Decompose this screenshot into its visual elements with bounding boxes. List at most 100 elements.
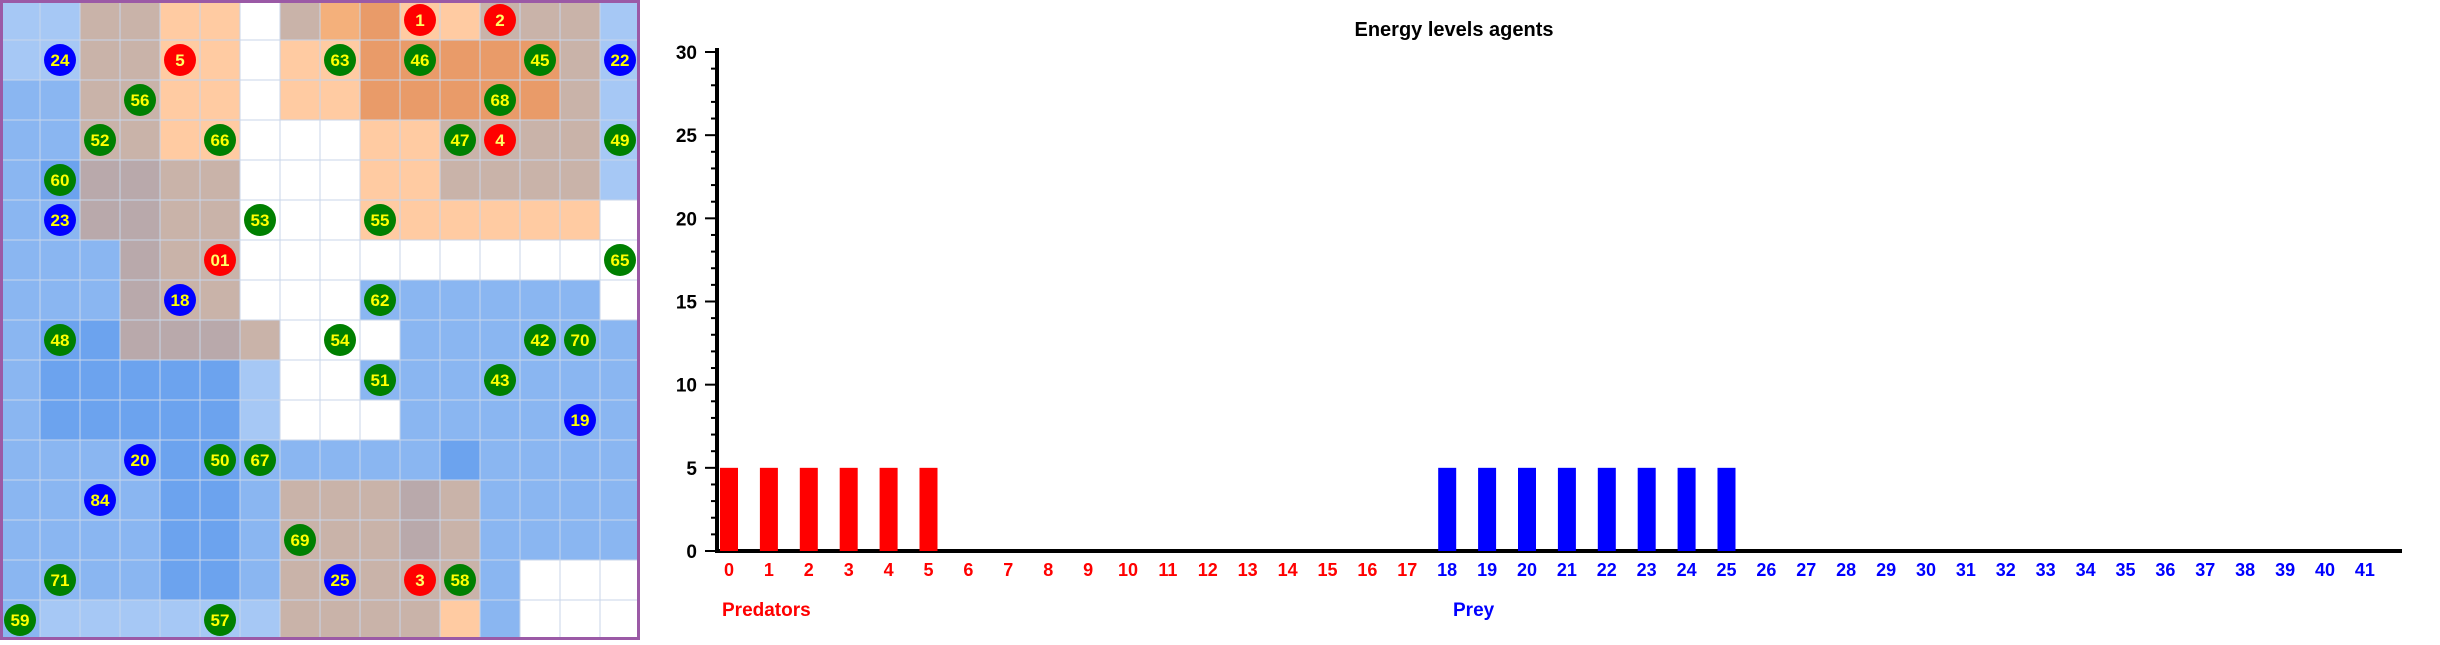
grid-cell bbox=[359, 519, 401, 561]
grid-cell bbox=[439, 79, 481, 121]
grid-cell bbox=[39, 359, 81, 401]
food-marker bbox=[204, 444, 236, 476]
grid-cell bbox=[119, 239, 161, 281]
agent-label: 22 bbox=[611, 51, 630, 70]
predator-marker bbox=[404, 4, 436, 36]
food-marker bbox=[44, 164, 76, 196]
bar-prey-25 bbox=[1717, 467, 1736, 551]
grid-cell bbox=[599, 359, 641, 401]
grid-cell bbox=[79, 319, 121, 361]
grid-cell bbox=[599, 399, 641, 441]
prey-marker bbox=[164, 284, 196, 316]
predator-marker bbox=[484, 4, 516, 36]
grid-cell bbox=[119, 119, 161, 161]
bar-prey-19 bbox=[1478, 467, 1497, 551]
grid-cell bbox=[319, 119, 361, 161]
agent-label: 70 bbox=[571, 331, 590, 350]
grid-cell bbox=[359, 439, 401, 481]
grid-cell bbox=[79, 399, 121, 441]
agent-label: 56 bbox=[131, 91, 150, 110]
bar-predators-1 bbox=[759, 467, 778, 551]
grid-cell bbox=[39, 599, 81, 641]
grid-cell bbox=[559, 39, 601, 81]
grid-cell bbox=[79, 439, 121, 481]
grid-cell bbox=[319, 399, 361, 441]
agent-label: 68 bbox=[491, 91, 510, 110]
grid-cell bbox=[599, 159, 641, 201]
grid-cell bbox=[119, 399, 161, 441]
grid-cell bbox=[279, 0, 321, 41]
grid-cell bbox=[479, 559, 521, 601]
grid-cell bbox=[159, 79, 201, 121]
grid-cell bbox=[359, 0, 401, 41]
food-marker bbox=[4, 604, 36, 636]
energy-chart-svg: Energy levels agents Predators Prey 0510… bbox=[676, 19, 2402, 621]
grid-cell bbox=[559, 79, 601, 121]
grid-cell bbox=[279, 239, 321, 281]
agent-label: 43 bbox=[491, 371, 510, 390]
agent-label: 54 bbox=[331, 331, 350, 350]
food-marker bbox=[84, 124, 116, 156]
grid-cell bbox=[599, 599, 641, 641]
food-marker bbox=[484, 84, 516, 116]
grid-cell bbox=[119, 199, 161, 241]
grid-cell bbox=[399, 79, 441, 121]
grid-cell bbox=[359, 559, 401, 601]
grid-cell bbox=[119, 519, 161, 561]
grid-cell bbox=[519, 159, 561, 201]
grid-cell bbox=[39, 279, 81, 321]
food-agent: 60 bbox=[44, 164, 76, 196]
prey-marker bbox=[44, 204, 76, 236]
grid-cell bbox=[559, 199, 601, 241]
grid-cell bbox=[319, 519, 361, 561]
predators-label: Predators bbox=[722, 600, 811, 621]
grid-cell bbox=[199, 359, 241, 401]
grid-cell bbox=[599, 479, 641, 521]
food-agent: 56 bbox=[124, 84, 156, 116]
x-tick-label: 36 bbox=[2155, 560, 2175, 580]
agent-label: 62 bbox=[371, 291, 390, 310]
food-marker bbox=[524, 324, 556, 356]
energy-chart: Energy levels agents Predators Prey 0 5 10… bbox=[640, 0, 2440, 640]
grid-cell bbox=[519, 199, 561, 241]
grid-cell bbox=[119, 0, 161, 41]
grid-cell bbox=[439, 239, 481, 281]
grid-cell bbox=[519, 439, 561, 481]
x-tick-label: 5 bbox=[923, 560, 933, 580]
grid-cell bbox=[599, 559, 641, 601]
grid-cell bbox=[439, 159, 481, 201]
grid-cell bbox=[559, 239, 601, 281]
grid-cell bbox=[599, 0, 641, 41]
food-marker bbox=[604, 244, 636, 276]
grid-cell bbox=[439, 519, 481, 561]
prey-marker bbox=[84, 484, 116, 516]
bar-prey-23 bbox=[1637, 467, 1656, 551]
x-tick-label: 34 bbox=[2076, 560, 2096, 580]
food-marker bbox=[604, 124, 636, 156]
grid-cell bbox=[519, 0, 561, 41]
agent-label: 45 bbox=[531, 51, 550, 70]
agent-label: 42 bbox=[531, 331, 550, 350]
y-tick-label: 30 bbox=[676, 43, 697, 64]
grid-cell bbox=[199, 479, 241, 521]
x-tick-label: 28 bbox=[1836, 560, 1856, 580]
grid-cell bbox=[559, 559, 601, 601]
agent-label: 4 bbox=[495, 131, 505, 150]
grid-cell bbox=[239, 599, 281, 641]
grid-cell bbox=[119, 319, 161, 361]
grid-cell bbox=[239, 39, 281, 81]
grid-cell bbox=[279, 359, 321, 401]
grid-cell bbox=[0, 519, 41, 561]
grid-cell bbox=[159, 119, 201, 161]
grid-cell bbox=[279, 199, 321, 241]
grid-cell bbox=[519, 399, 561, 441]
agent-label: 55 bbox=[371, 211, 390, 230]
grid-cell bbox=[479, 159, 521, 201]
x-tick-label: 10 bbox=[1118, 560, 1138, 580]
food-agent: 55 bbox=[364, 204, 396, 236]
agent-label: 53 bbox=[251, 211, 270, 230]
agent-label: 01 bbox=[211, 251, 230, 270]
x-tick-label: 29 bbox=[1876, 560, 1896, 580]
grid-cell bbox=[279, 79, 321, 121]
x-tick-label: 12 bbox=[1198, 560, 1218, 580]
